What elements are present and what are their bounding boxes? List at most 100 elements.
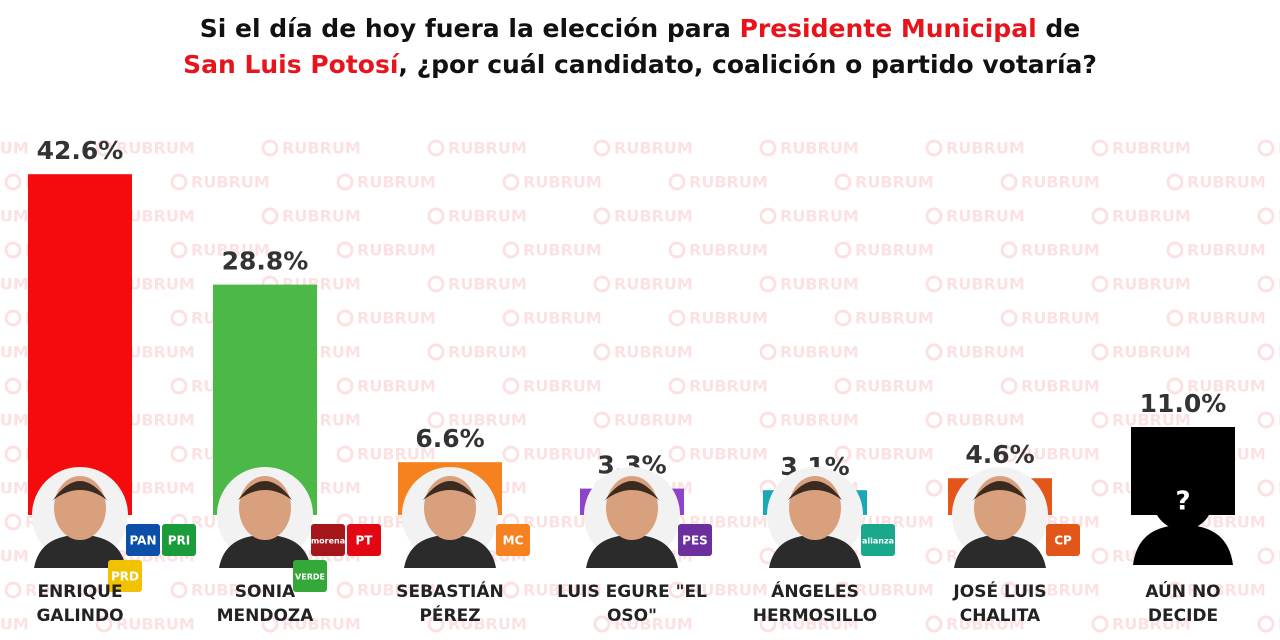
watermark-text: RUBRUM	[855, 173, 934, 192]
watermark-text: RUBRUM	[1278, 207, 1280, 226]
watermark-logo	[502, 377, 520, 395]
watermark-text: RUBRUM	[689, 377, 768, 396]
watermark-logo	[1000, 173, 1018, 191]
watermark-logo	[427, 207, 445, 225]
candidate-photo	[767, 467, 863, 568]
photo-body	[769, 535, 861, 568]
watermark-logo	[4, 377, 22, 395]
watermark-text: RUBRUM	[1278, 615, 1280, 634]
watermark-logo	[4, 309, 22, 327]
watermark-text: RUBRUM	[1112, 275, 1191, 294]
watermark-logo	[170, 581, 188, 599]
watermark-text: RUBRUM	[855, 581, 934, 600]
photo-hair	[973, 481, 1027, 500]
party-logo-text: PRI	[168, 534, 191, 548]
watermark-logo	[593, 207, 611, 225]
watermark-logo	[1000, 377, 1018, 395]
watermark-text: RUBRUM	[116, 139, 195, 158]
silhouette-head	[1153, 470, 1213, 530]
watermark-logo	[759, 343, 777, 361]
watermark-logo	[925, 343, 943, 361]
watermark-text: RUBRUM	[855, 241, 934, 260]
watermark-logo	[427, 139, 445, 157]
watermark-logo	[1000, 581, 1018, 599]
watermark-text: RUBRUM	[523, 309, 602, 328]
watermark-text: RUBRUM	[523, 513, 602, 532]
watermark-logo	[1000, 309, 1018, 327]
watermark-text: RUBRUM	[614, 615, 693, 634]
watermark-text: RUBRUM	[523, 581, 602, 600]
party-logo	[496, 524, 530, 556]
candidate-photo	[952, 467, 1048, 568]
watermark-logo	[427, 615, 445, 633]
placeholder-symbol: ?	[1175, 487, 1190, 517]
watermark-logo	[4, 241, 22, 259]
watermark-logo	[1091, 343, 1109, 361]
watermark-text: RUBRUM	[0, 275, 29, 294]
watermark-text: RUBRUM	[282, 615, 361, 634]
watermark-text: RUBRUM	[1278, 139, 1280, 158]
watermark-logo	[1091, 139, 1109, 157]
party-logo	[108, 560, 142, 592]
watermark-text: RUBRUM	[1187, 173, 1266, 192]
chart-title: Si el día de hoy fuera la elección para …	[0, 14, 1280, 43]
x-tick-label: SEBASTIÁN PÉREZ	[396, 582, 504, 626]
watermark-logo	[1257, 479, 1275, 497]
watermark-text: RUBRUM	[614, 207, 693, 226]
candidate-photo	[402, 467, 498, 568]
watermark-text: RUBRUM	[357, 377, 436, 396]
watermark-logo	[1091, 275, 1109, 293]
title-part: Presidente Municipal	[739, 14, 1037, 43]
watermark-text: RUBRUM	[0, 547, 29, 566]
party-logo-text: VERDE	[295, 573, 325, 582]
watermark-text: RUBRUM	[357, 241, 436, 260]
watermark-logo	[1257, 547, 1275, 565]
watermark-text: RUBRUM	[116, 207, 195, 226]
watermark-text: RUBRUM	[1021, 377, 1100, 396]
watermark-logo	[502, 309, 520, 327]
watermark-text: RUBRUM	[1278, 343, 1280, 362]
watermark-text: RUBRUM	[689, 445, 768, 464]
watermark-logo	[834, 309, 852, 327]
watermark-logo	[261, 207, 279, 225]
watermark-logo	[593, 139, 611, 157]
party-logo-text: morena	[311, 537, 345, 546]
watermark-text: RUBRUM	[282, 207, 361, 226]
x-tick-label: AÚN NO DECIDE	[1145, 582, 1221, 626]
watermark-logo	[1091, 411, 1109, 429]
candidate-photo	[32, 467, 128, 568]
watermark-text: RUBRUM	[523, 173, 602, 192]
watermark-text: RUBRUM	[946, 139, 1025, 158]
party-logo	[347, 524, 381, 556]
watermark-logo	[170, 445, 188, 463]
watermark-text: RUBRUM	[780, 615, 859, 634]
watermark-text: RUBRUM	[448, 139, 527, 158]
chart-title: San Luis Potosí, ¿por cuál candidato, co…	[0, 50, 1280, 79]
watermark-text: RUBRUM	[191, 173, 270, 192]
value-label: 42.6%	[37, 136, 124, 165]
watermark-text: RUBRUM	[1112, 139, 1191, 158]
watermark-logo	[502, 445, 520, 463]
watermark-text: RUBRUM	[946, 343, 1025, 362]
watermark-logo	[925, 615, 943, 633]
photo-hair	[423, 481, 477, 500]
party-logo-text: alianza	[862, 537, 894, 546]
watermark-logo	[1257, 343, 1275, 361]
watermark-text: RUBRUM	[1187, 581, 1266, 600]
watermark-logo	[427, 411, 445, 429]
watermark-text: RUBRUM	[780, 343, 859, 362]
watermark-text: RUBRUM	[0, 207, 29, 226]
watermark-logo	[1257, 207, 1275, 225]
watermark-logo	[336, 581, 354, 599]
x-tick-label: ÁNGELES HERMOSILLO	[752, 582, 878, 626]
watermark-logo	[593, 615, 611, 633]
title-part: Si el día de hoy fuera la elección para	[199, 14, 740, 43]
watermark-logo	[427, 275, 445, 293]
watermark-text: RUBRUM	[1021, 173, 1100, 192]
watermark-logo	[1000, 241, 1018, 259]
watermark-text: RUBRUM	[1112, 615, 1191, 634]
watermark-logo	[668, 241, 686, 259]
watermark-text: RUBRUM	[0, 139, 29, 158]
watermark-text: RUBRUM	[689, 309, 768, 328]
watermark-logo	[1166, 173, 1184, 191]
